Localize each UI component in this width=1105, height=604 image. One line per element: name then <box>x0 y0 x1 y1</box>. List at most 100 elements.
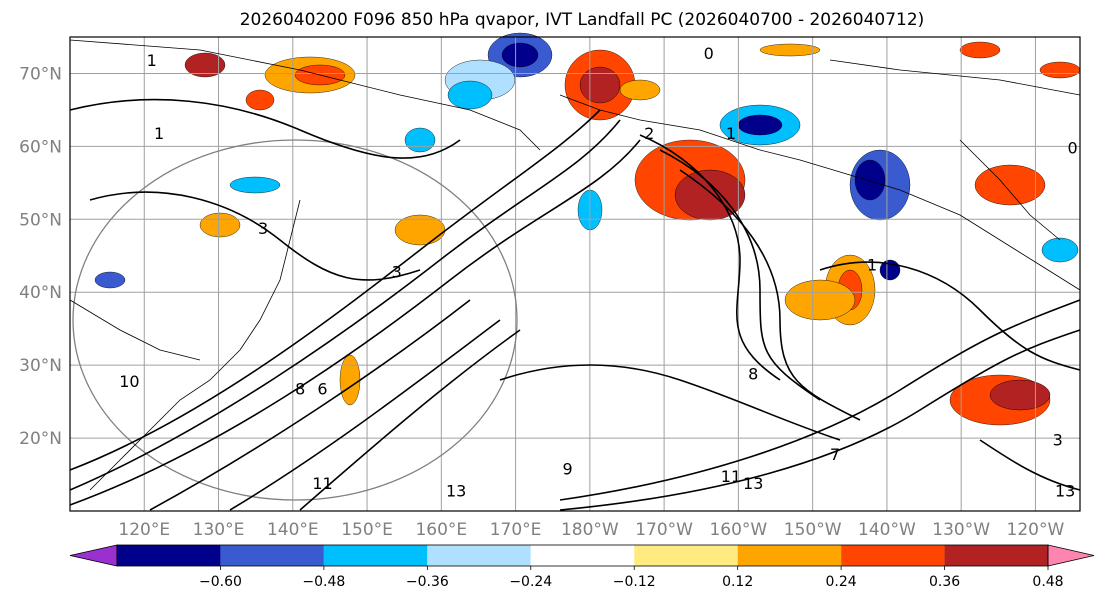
contour-label: 3 <box>392 263 402 282</box>
latitude-label: 30°N <box>19 356 62 376</box>
longitude-label: 140°W <box>858 520 916 540</box>
contour-label: 10 <box>119 372 139 391</box>
colorbar-ticks: −0.60 −0.48 −0.36 −0.24 −0.12 0.12 0.24 0.36 0.4… <box>199 566 1064 590</box>
anomaly-blob <box>989 379 1051 411</box>
contour-label: 3 <box>1053 430 1063 449</box>
coastline <box>239 199 301 351</box>
coastline <box>69 39 541 151</box>
colorbar-tick-label: 0.36 <box>929 574 960 590</box>
anomaly-blob <box>447 80 493 110</box>
colorbar-box <box>530 545 635 566</box>
contour-line <box>299 329 521 511</box>
contour-label: 11 <box>721 467 741 486</box>
landfall-circle <box>72 139 518 501</box>
map-frame <box>69 36 1081 512</box>
contour-line <box>69 98 461 159</box>
contour-label: 13 <box>743 474 763 493</box>
contour-line <box>979 439 1081 491</box>
colorbar-box <box>427 545 531 566</box>
anomaly-blob <box>501 42 539 68</box>
contour-label: 0 <box>704 44 714 63</box>
anomaly-blob <box>959 41 1001 59</box>
latitude-label: 50°N <box>19 210 62 230</box>
longitude-label: 160°W <box>709 520 767 540</box>
colorbar-tick-label: −0.48 <box>302 574 345 590</box>
anomaly-blob <box>737 114 783 136</box>
contour-line <box>69 109 601 471</box>
colorbar-tick-label: −0.36 <box>406 574 449 590</box>
longitude-label: 150°W <box>784 520 842 540</box>
colorbar <box>69 544 1095 567</box>
contour-line <box>559 329 1081 511</box>
colorbar-box <box>117 545 221 566</box>
latitude-label: 70°N <box>19 64 62 84</box>
coastline <box>559 94 1081 291</box>
anomaly-blob <box>199 212 241 238</box>
gridlines <box>70 37 1080 511</box>
coastline <box>959 139 1061 241</box>
latitude-label: 60°N <box>19 137 62 157</box>
anomaly-blob <box>784 279 856 321</box>
longitude-label: 130°E <box>193 520 245 540</box>
contour-line <box>89 191 421 281</box>
contour-line <box>819 261 1081 371</box>
colorbar-box <box>323 545 428 566</box>
latitude-label: 20°N <box>19 429 62 449</box>
map-title: 2026040200 F096 850 hPa qvapor, IVT Land… <box>240 10 925 30</box>
contour-label: 1 <box>154 124 164 143</box>
contour-line <box>679 169 861 421</box>
colorbar-frame <box>116 544 1049 567</box>
contour-line <box>69 139 641 506</box>
colorbar-tick-label: 0.48 <box>1032 574 1063 590</box>
anomaly-blob <box>759 43 821 57</box>
contour-label: 1 <box>147 51 157 70</box>
anomaly-blob <box>854 159 886 201</box>
colorbar-extend-low <box>69 544 118 567</box>
contour-label: 3 <box>258 219 268 238</box>
map-background <box>70 37 1080 511</box>
contour-label: 1 <box>726 124 736 143</box>
anomaly-blob <box>245 89 275 111</box>
contour-line <box>659 149 821 401</box>
latitude-label: 40°N <box>19 283 62 303</box>
contour-label: 8 <box>295 379 305 398</box>
anomaly-blob <box>619 79 661 101</box>
longitude-label: 120°E <box>118 520 170 540</box>
colorbar-tick-label: −0.60 <box>199 574 242 590</box>
contour-line <box>149 299 471 511</box>
longitude-label: 120°W <box>1007 520 1065 540</box>
anomaly-blob <box>579 66 621 104</box>
colorbar-tick-label: −0.12 <box>613 574 656 590</box>
contour-line <box>499 364 841 441</box>
coastline <box>829 59 1081 96</box>
contour-line <box>639 134 781 381</box>
contour-line <box>559 299 1081 501</box>
contour-label: 1 <box>867 255 877 274</box>
colorbar-tick-label: −0.24 <box>509 574 552 590</box>
longitude-label: 170°W <box>635 520 693 540</box>
contour-line <box>69 119 621 491</box>
coastline <box>69 299 201 361</box>
contour-label: 13 <box>446 481 466 500</box>
colorbar-box <box>220 545 324 566</box>
contour-label: 11 <box>312 474 332 493</box>
colorbar-extend-high <box>1047 544 1095 567</box>
colorbar-box <box>841 545 945 566</box>
anomaly-blob <box>339 354 361 406</box>
longitude-labels: 120°E 130°E 140°E 150°E 160°E 170°E 180°W 170°W… <box>118 520 1064 540</box>
colorbar-box <box>944 545 1048 566</box>
longitude-label: 130°W <box>932 520 990 540</box>
anomaly-blob <box>229 176 281 194</box>
contour-line <box>229 319 501 511</box>
longitude-label: 150°E <box>341 520 393 540</box>
anomaly-blob <box>94 271 126 289</box>
longitude-label: 140°E <box>267 520 319 540</box>
anomaly-blob <box>1041 237 1079 263</box>
anomaly-fills <box>94 32 1081 426</box>
coastline <box>89 349 241 491</box>
colorbar-box <box>737 545 842 566</box>
anomaly-blob <box>404 127 436 153</box>
contour-label: 6 <box>317 379 327 398</box>
